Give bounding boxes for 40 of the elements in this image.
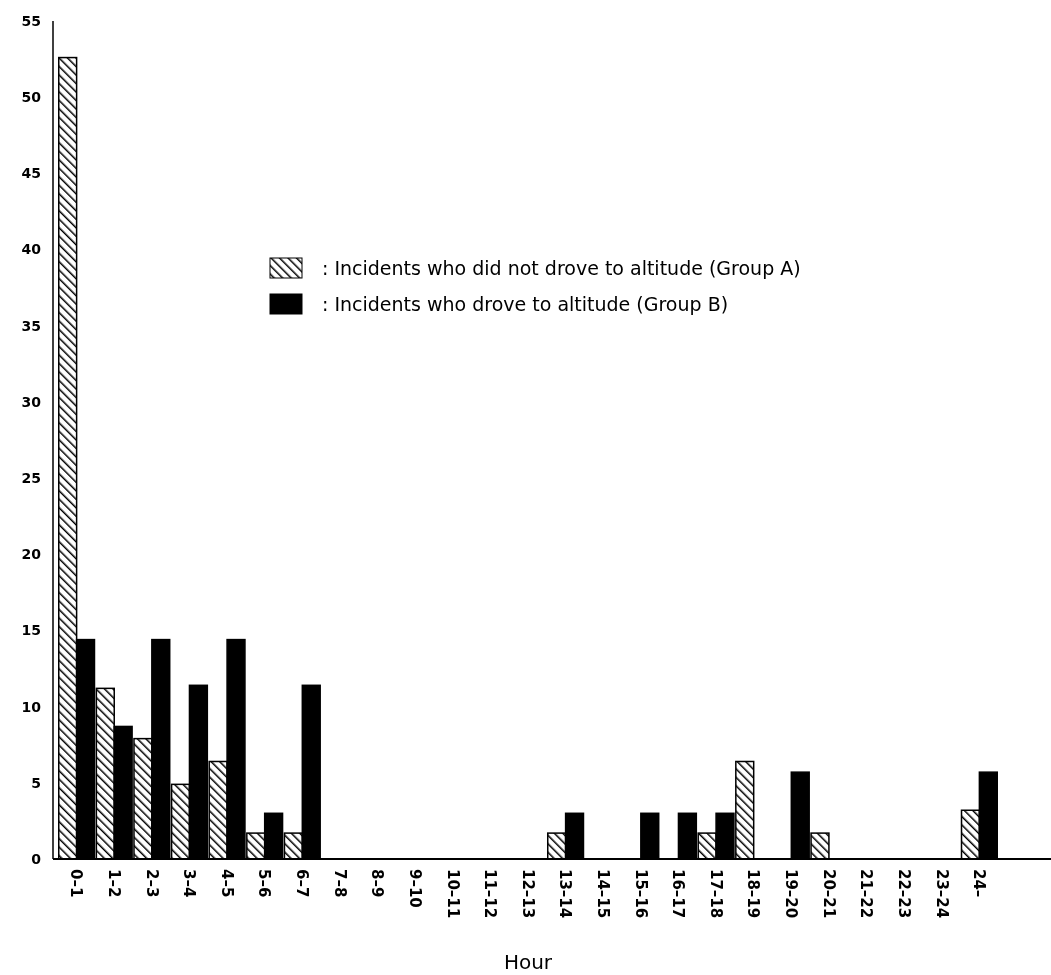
x-tick-label: 0–1 xyxy=(67,869,86,898)
y-tick-label: 55 xyxy=(21,12,41,29)
x-tick-label: 6–7 xyxy=(293,869,312,898)
x-tick-label: 20–21 xyxy=(819,869,838,919)
x-tick-label: 2–3 xyxy=(142,869,161,898)
x-tick-label: 14–15 xyxy=(593,869,612,919)
x-tick-label: 21–22 xyxy=(857,869,876,919)
y-tick-label: 30 xyxy=(21,393,42,410)
y-tick-label: 50 xyxy=(21,89,42,106)
x-tick-label: 13–14 xyxy=(556,869,575,919)
x-tick-label: 15–16 xyxy=(631,869,650,919)
x-tick-label: 24– xyxy=(970,869,989,898)
y-tick-label: 20 xyxy=(21,546,42,563)
y-tick-label: 10 xyxy=(21,698,42,715)
x-tick-label: 19–20 xyxy=(782,869,801,919)
x-tick-label: 16–17 xyxy=(669,869,688,919)
x-tick-label: 17–18 xyxy=(706,869,725,919)
x-tick-label: 23–24 xyxy=(932,869,951,919)
x-tick-label: 1–2 xyxy=(104,869,123,898)
x-tick-label: 9–10 xyxy=(405,869,424,908)
x-tick-label: 7–8 xyxy=(330,869,349,898)
x-axis-title: Hour xyxy=(503,950,553,974)
x-tick-label: 5–6 xyxy=(255,869,274,898)
legend-label: : Incidents who drove to altitude (Group B) xyxy=(322,292,729,315)
y-tick-label: 15 xyxy=(21,622,41,639)
x-tick-label: 12–13 xyxy=(518,869,537,919)
x-tick-label: 10–11 xyxy=(443,869,462,919)
y-tick-label: 0 xyxy=(31,850,42,867)
y-tick-label: 40 xyxy=(21,241,42,258)
x-tick-label: 22–23 xyxy=(894,869,913,919)
y-tick-label: 25 xyxy=(21,469,41,486)
y-tick-label: 35 xyxy=(21,317,41,334)
y-tick-label: 5 xyxy=(31,774,41,791)
y-tick-label: 45 xyxy=(21,165,41,182)
x-tick-label: 4–5 xyxy=(217,869,236,898)
x-tick-label: 18–19 xyxy=(744,869,763,919)
x-tick-label: 3–4 xyxy=(180,869,199,898)
x-tick-label: 8–9 xyxy=(368,869,387,898)
legend-label: : Incidents who did not drove to altitude (Group A) xyxy=(322,256,801,279)
x-tick-label: 11–12 xyxy=(481,869,500,919)
